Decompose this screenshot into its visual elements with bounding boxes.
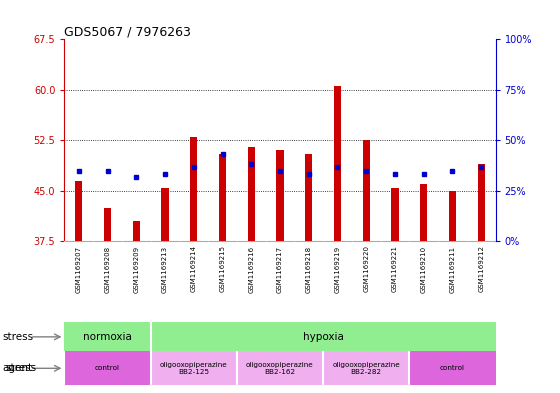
Text: GSM1169219: GSM1169219 [334, 246, 340, 292]
Text: GSM1169217: GSM1169217 [277, 246, 283, 292]
Bar [478, 164, 485, 241]
Text: oligooxopiperazine
BB2-162: oligooxopiperazine BB2-162 [246, 362, 314, 375]
Text: control: control [95, 365, 120, 371]
Text: stress: stress [6, 363, 37, 373]
Bar [420, 184, 427, 241]
Text: GSM1169210: GSM1169210 [421, 246, 427, 292]
Text: stress: stress [3, 332, 34, 342]
Bar [323, 351, 409, 385]
Text: GSM1169214: GSM1169214 [191, 246, 197, 292]
Text: GSM1169208: GSM1169208 [105, 246, 110, 292]
Bar [161, 187, 169, 241]
Text: GSM1169213: GSM1169213 [162, 246, 168, 292]
Text: GSM1169216: GSM1169216 [248, 246, 254, 292]
Bar [237, 351, 323, 385]
Text: GSM1169218: GSM1169218 [306, 246, 312, 292]
Bar [190, 137, 197, 241]
Bar [334, 86, 341, 241]
Text: GSM1169209: GSM1169209 [133, 246, 139, 292]
Text: GSM1169220: GSM1169220 [363, 246, 369, 292]
Bar [75, 181, 82, 241]
Bar [449, 191, 456, 241]
Bar [104, 208, 111, 241]
Text: GSM1169207: GSM1169207 [76, 246, 82, 292]
Text: control: control [440, 365, 465, 371]
Text: oligooxopiperazine
BB2-282: oligooxopiperazine BB2-282 [333, 362, 400, 375]
Bar [277, 151, 283, 241]
Text: GSM1169211: GSM1169211 [450, 246, 455, 292]
Bar [219, 154, 226, 241]
Bar [305, 154, 312, 241]
Bar [363, 140, 370, 241]
Bar [409, 351, 496, 385]
Text: GSM1169221: GSM1169221 [392, 246, 398, 292]
Bar [391, 187, 399, 241]
Bar [133, 221, 140, 241]
Bar [151, 322, 496, 351]
Text: normoxia: normoxia [83, 332, 132, 342]
Text: GSM1169215: GSM1169215 [220, 246, 226, 292]
Text: agent: agent [3, 363, 33, 373]
Text: GSM1169212: GSM1169212 [478, 246, 484, 292]
Text: GDS5067 / 7976263: GDS5067 / 7976263 [64, 25, 192, 38]
Bar [64, 322, 151, 351]
Bar [64, 351, 151, 385]
Bar [248, 147, 255, 241]
Bar [151, 351, 237, 385]
Text: oligooxopiperazine
BB2-125: oligooxopiperazine BB2-125 [160, 362, 227, 375]
Text: hypoxia: hypoxia [303, 332, 343, 342]
